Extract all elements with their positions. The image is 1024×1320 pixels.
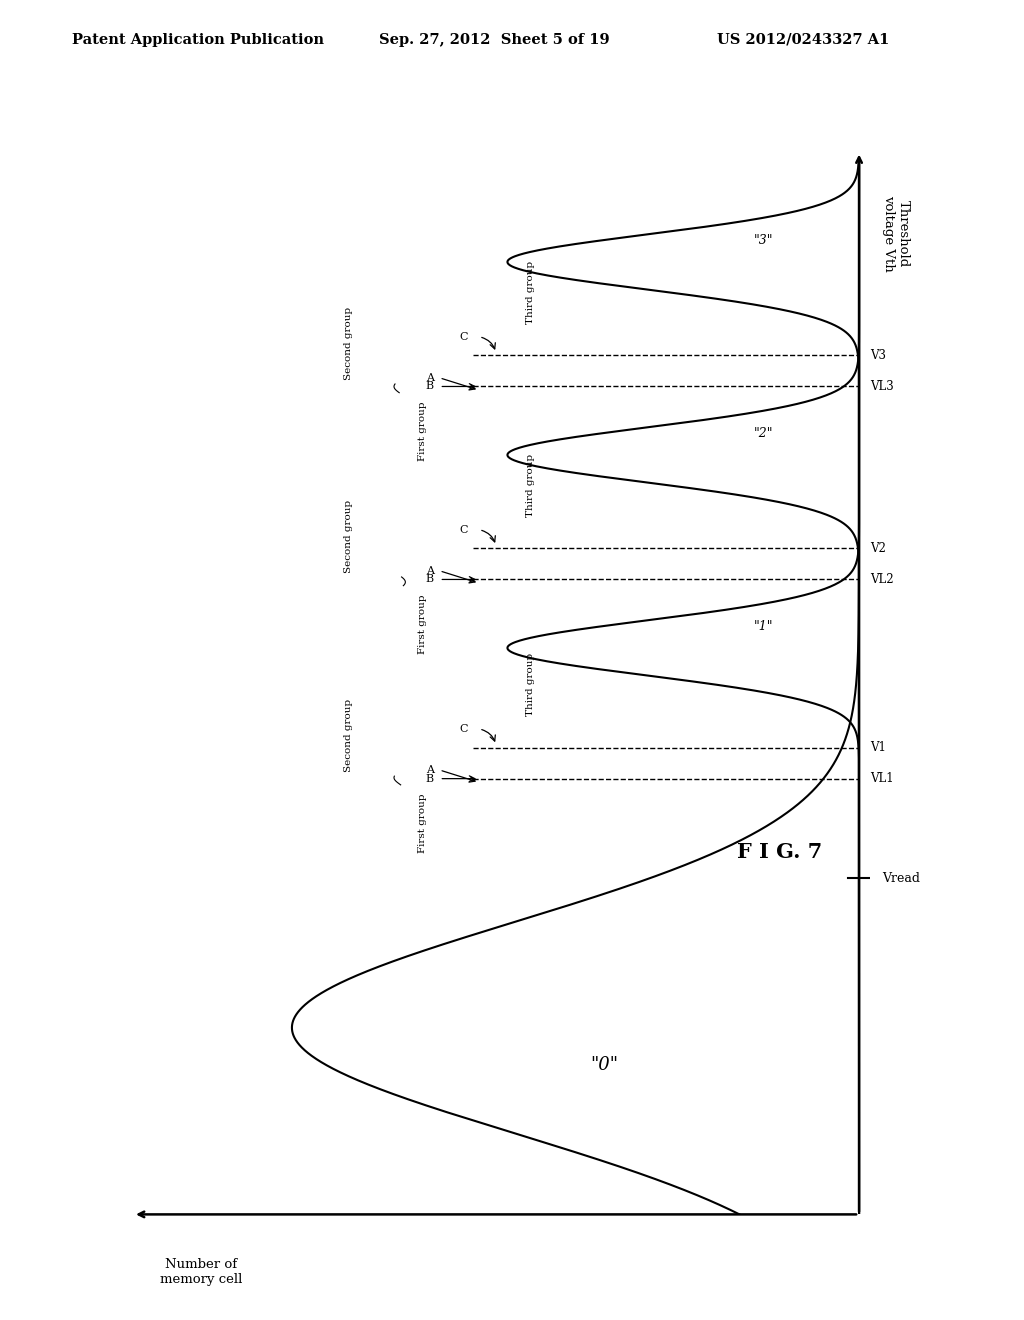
Text: Second group: Second group [344,700,353,772]
Text: Third group: Third group [525,261,535,325]
Text: A: A [426,566,434,576]
Text: Vread: Vread [882,871,920,884]
Text: US 2012/0243327 A1: US 2012/0243327 A1 [717,33,889,46]
Text: Second group: Second group [344,308,353,380]
Text: First group: First group [418,793,427,853]
Text: V2: V2 [870,541,887,554]
Text: "1": "1" [754,620,773,634]
Text: Threshold
voltage Vth: Threshold voltage Vth [882,195,909,272]
Text: V3: V3 [870,348,887,362]
Text: First group: First group [418,594,427,653]
Text: VL2: VL2 [870,573,894,586]
Text: F I G. 7: F I G. 7 [737,842,822,862]
Text: B: B [426,774,434,784]
Text: "3": "3" [754,234,773,247]
Text: V1: V1 [870,741,887,754]
Text: Third group: Third group [525,653,535,717]
Text: B: B [426,574,434,585]
Text: "2": "2" [754,426,773,440]
Text: First group: First group [418,401,427,461]
Text: A: A [426,372,434,383]
Text: "0": "0" [590,1056,617,1074]
Text: B: B [426,381,434,392]
Text: VL3: VL3 [870,380,894,393]
Text: Patent Application Publication: Patent Application Publication [72,33,324,46]
Text: A: A [426,764,434,775]
Text: C: C [459,723,468,734]
Text: C: C [459,331,468,342]
Text: VL1: VL1 [870,772,894,785]
Text: C: C [459,524,468,535]
Text: Third group: Third group [525,454,535,517]
Text: Second group: Second group [344,500,353,573]
Text: Number of
memory cell: Number of memory cell [160,1258,243,1286]
Text: Sep. 27, 2012  Sheet 5 of 19: Sep. 27, 2012 Sheet 5 of 19 [379,33,609,46]
